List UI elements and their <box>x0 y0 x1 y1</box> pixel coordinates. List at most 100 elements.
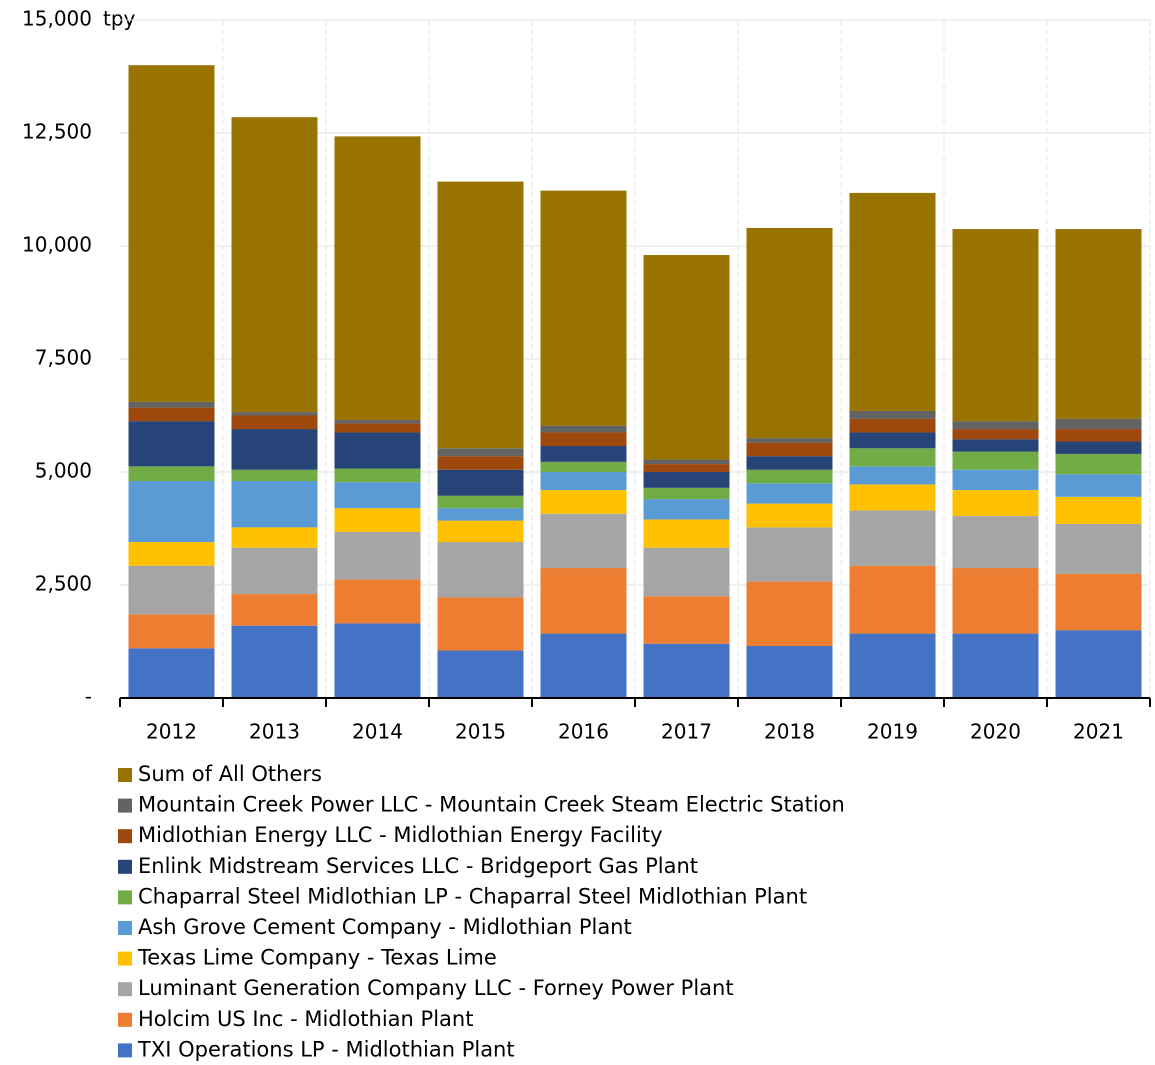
bar-segment <box>334 136 421 421</box>
legend-label: TXI Operations LP - Midlothian Plant <box>137 1037 515 1061</box>
y-tick-label: 7,500 <box>35 346 92 370</box>
bar-segment <box>746 527 833 582</box>
bar-segment <box>334 579 421 624</box>
legend-swatch <box>118 1012 132 1027</box>
legend-swatch <box>118 982 132 997</box>
x-tick-label: 2018 <box>764 720 815 744</box>
bar-segment <box>643 472 730 488</box>
bar-segment <box>1055 573 1142 631</box>
bar-segment <box>437 469 524 496</box>
bar-segment <box>128 614 215 649</box>
bar-segment <box>231 469 318 482</box>
bar-segment <box>1055 441 1142 454</box>
legend-swatch <box>118 859 132 874</box>
bar-segment <box>334 508 421 532</box>
legend-label: Ash Grove Cement Company - Midlothian Pl… <box>138 915 632 939</box>
bar-segment <box>128 481 215 543</box>
bar-segment <box>952 229 1039 422</box>
legend-swatch <box>118 890 132 905</box>
bar-segment <box>849 192 936 411</box>
bar-segment <box>540 432 627 447</box>
bar-segment <box>952 421 1039 430</box>
bar-segment <box>1055 496 1142 524</box>
bar-segment <box>849 418 936 433</box>
bar-segment <box>952 568 1039 634</box>
bar-segment <box>1055 630 1142 698</box>
bar-segment <box>540 568 627 634</box>
bar-segment <box>643 499 730 520</box>
bar-segment <box>952 490 1039 517</box>
bar-segment <box>849 565 936 634</box>
bar-segment <box>952 439 1039 452</box>
bar-segment <box>849 432 936 449</box>
bar-segment <box>540 425 627 433</box>
x-tick-label: 2013 <box>249 720 300 744</box>
bar-segment <box>231 527 318 548</box>
legend-label: Mountain Creek Power LLC - Mountain Cree… <box>138 793 845 817</box>
bar-segment <box>231 481 318 528</box>
legend-label: Luminant Generation Company LLC - Forney… <box>138 976 734 1000</box>
bar-segment <box>540 633 627 698</box>
bar-segment <box>334 531 421 580</box>
bar-segment <box>1055 523 1142 574</box>
bar-segment <box>437 448 524 457</box>
legend-swatch <box>118 798 132 813</box>
bar-segment <box>437 542 524 598</box>
bar-segment <box>128 466 215 482</box>
bar-segment <box>231 117 318 413</box>
bar-segment <box>746 227 833 439</box>
x-tick-label: 2015 <box>455 720 506 744</box>
x-tick-label: 2012 <box>146 720 197 744</box>
bar-segment <box>128 421 215 467</box>
bar-segment <box>334 432 421 469</box>
y-tick-label: 2,500 <box>35 572 92 596</box>
y-tick-label: 5,000 <box>35 459 92 483</box>
bar-segment <box>334 468 421 483</box>
bar-segment <box>643 547 730 597</box>
x-tick-label: 2014 <box>352 720 403 744</box>
bar-segment <box>952 633 1039 698</box>
bar-segment <box>334 420 421 424</box>
y-tick-label: 12,500 <box>22 120 92 144</box>
y-tick-label: - <box>85 685 92 709</box>
bar-segment <box>643 519 730 548</box>
bar-segment <box>128 565 215 615</box>
bar-segment <box>1055 429 1142 442</box>
bar-segment <box>643 596 730 644</box>
bar-segment <box>849 410 936 419</box>
bar-segment <box>643 459 730 465</box>
legend-swatch <box>118 951 132 966</box>
bar-segment <box>128 65 215 402</box>
bar-segment <box>849 448 936 467</box>
x-tick-label: 2020 <box>970 720 1021 744</box>
bar-segment <box>643 643 730 698</box>
bar-segment <box>231 415 318 430</box>
legend-label: Chaparral Steel Midlothian LP - Chaparra… <box>138 884 807 908</box>
x-tick-label: 2021 <box>1073 720 1124 744</box>
bar-segment <box>540 446 627 462</box>
bar-segment <box>231 412 318 416</box>
bar-segment <box>437 456 524 470</box>
bar-segment <box>643 255 730 460</box>
bar-segment <box>746 646 833 698</box>
bar-segment <box>849 466 936 485</box>
bar-segment <box>849 510 936 566</box>
bar-segment <box>746 469 833 484</box>
bar-segment <box>334 482 421 509</box>
bar-segment <box>952 451 1039 470</box>
legend-label: Sum of All Others <box>138 762 322 786</box>
x-tick-label: 2017 <box>661 720 712 744</box>
bar-segment <box>746 456 833 470</box>
y-unit: tpy <box>103 7 136 31</box>
bar-segment <box>746 442 833 457</box>
bar-segment <box>334 623 421 698</box>
bar-segment <box>746 581 833 647</box>
x-tick-label: 2019 <box>867 720 918 744</box>
bar-segment <box>952 429 1039 440</box>
bar-segment <box>849 484 936 511</box>
legend-label: Texas Lime Company - Texas Lime <box>137 946 497 970</box>
bar-segment <box>746 438 833 443</box>
bar-segment <box>437 508 524 521</box>
bar-segment <box>1055 453 1142 475</box>
